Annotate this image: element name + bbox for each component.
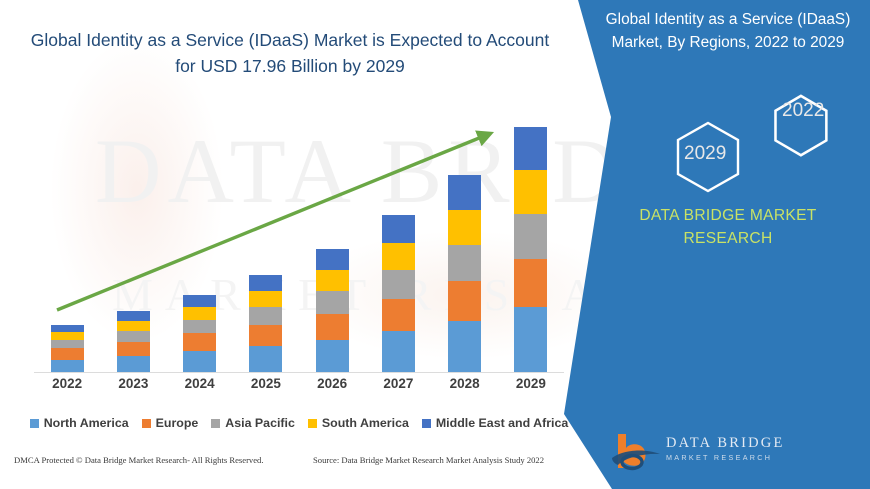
- x-label-2026: 2026: [317, 376, 348, 391]
- bar-2027: [381, 215, 415, 372]
- bar-segment-asia-pacific: [315, 291, 349, 314]
- bar-segment-europe: [448, 281, 482, 321]
- legend-swatch-icon: [29, 418, 39, 428]
- bar-segment-middle-east-and-africa: [448, 175, 482, 211]
- legend-item-middle-east-and-africa[interactable]: Middle East and Africa: [421, 416, 569, 430]
- hex-label-2029: 2029: [684, 143, 727, 164]
- bar-segment-north-america: [249, 345, 283, 372]
- footer-copyright: DMCA Protected © Data Bridge Market Rese…: [14, 455, 264, 465]
- bar-segment-middle-east-and-africa: [183, 294, 217, 308]
- bar-segment-north-america: [315, 339, 349, 372]
- legend-label: Europe: [155, 416, 199, 430]
- x-label-2023: 2023: [118, 376, 149, 391]
- legend-item-north-america[interactable]: North America: [29, 416, 129, 430]
- bar-segment-europe: [315, 313, 349, 340]
- panel-heading: Global Identity as a Service (IDaaS) Mar…: [605, 11, 851, 52]
- bar-segment-europe: [381, 298, 415, 331]
- bar-segment-north-america: [50, 359, 84, 372]
- bar-segment-europe: [249, 324, 283, 346]
- x-label-2027: 2027: [383, 376, 414, 391]
- logo-wordmark: DATA BRIDGE MARKET RESEARCH: [666, 435, 785, 463]
- bar-2023: [116, 311, 150, 372]
- bar-segment-south-america: [514, 170, 548, 215]
- bar-segment-asia-pacific: [249, 307, 283, 325]
- bar-segment-europe: [183, 333, 217, 351]
- bar-segment-asia-pacific: [50, 339, 84, 349]
- legend-label: North America: [43, 416, 129, 430]
- stacked-bar-chart: [34, 118, 564, 373]
- bar-2026: [315, 248, 349, 372]
- legend-item-europe[interactable]: Europe: [141, 416, 199, 430]
- chart-legend: North America Europe Asia Pacific South Ame…: [24, 416, 574, 430]
- bar-segment-middle-east-and-africa: [514, 126, 548, 171]
- bar-segment-middle-east-and-africa: [50, 324, 84, 333]
- bar-2022: [50, 324, 84, 372]
- logo-line-1: DATA BRIDGE: [666, 435, 785, 451]
- x-label-2025: 2025: [250, 376, 281, 391]
- brand-line-2: RESEARCH: [683, 229, 773, 247]
- x-label-2028: 2028: [449, 376, 480, 391]
- bar-segment-south-america: [249, 291, 283, 308]
- bar-2024: [183, 294, 217, 372]
- bar-segment-europe: [50, 348, 84, 360]
- bar-2028: [448, 175, 482, 372]
- legend-label: South America: [321, 416, 409, 430]
- legend-swatch-icon: [211, 418, 221, 428]
- bar-segment-south-america: [50, 332, 84, 340]
- bar-segment-asia-pacific: [448, 245, 482, 282]
- x-axis-labels: 2022 2023 2024 2025 2026 2027 2028 2029: [34, 376, 564, 398]
- bar-segment-north-america: [381, 330, 415, 372]
- bar-segment-middle-east-and-africa: [315, 248, 349, 270]
- bar-segment-asia-pacific: [514, 214, 548, 259]
- bar-segment-south-america: [116, 321, 150, 331]
- bar-segment-asia-pacific: [183, 319, 217, 334]
- x-label-2029: 2029: [515, 376, 546, 391]
- page-title: Global Identity as a Service (IDaaS) Mar…: [30, 30, 550, 76]
- bar-segment-north-america: [116, 355, 150, 372]
- logo-line-2: MARKET RESEARCH: [666, 452, 773, 462]
- bar-segment-south-america: [381, 242, 415, 270]
- company-logo: DATA BRIDGE MARKET RESEARCH: [610, 432, 820, 474]
- bar-segment-middle-east-and-africa: [381, 215, 415, 243]
- logo-mark-icon: [612, 434, 660, 471]
- x-label-2022: 2022: [52, 376, 83, 391]
- legend-item-asia-pacific[interactable]: Asia Pacific: [211, 416, 295, 430]
- bar-segment-north-america: [514, 307, 548, 372]
- legend-label: Asia Pacific: [225, 416, 295, 430]
- brand-panel: Global Identity as a Service (IDaaS) Mar…: [586, 0, 870, 489]
- bar-group: [34, 118, 564, 372]
- bar-segment-south-america: [183, 307, 217, 320]
- chart-pane: Global Identity as a Service (IDaaS) Mar…: [14, 30, 574, 465]
- bar-segment-europe: [116, 342, 150, 356]
- brand-name: DATA BRIDGE MARKET RESEARCH: [586, 205, 870, 250]
- bar-segment-middle-east-and-africa: [116, 311, 150, 322]
- bar-segment-south-america: [315, 270, 349, 292]
- bar-segment-south-america: [448, 210, 482, 246]
- x-axis-line: [34, 372, 564, 373]
- bar-segment-north-america: [183, 350, 217, 372]
- footer-source: Source: Data Bridge Market Research Mark…: [313, 455, 545, 465]
- bar-segment-asia-pacific: [381, 270, 415, 299]
- x-label-2024: 2024: [184, 376, 215, 391]
- legend-item-south-america[interactable]: South America: [307, 416, 409, 430]
- legend-swatch-icon: [141, 418, 151, 428]
- hexagon-badges: 2022 2029: [586, 86, 870, 196]
- bar-segment-middle-east-and-africa: [249, 274, 283, 292]
- bar-segment-north-america: [448, 321, 482, 372]
- bar-segment-europe: [514, 258, 548, 308]
- hex-label-2022: 2022: [782, 100, 825, 121]
- bar-2025: [249, 274, 283, 372]
- legend-swatch-icon: [421, 418, 431, 428]
- hexagon-svg: [676, 94, 828, 193]
- legend-label: Middle East and Africa: [435, 416, 569, 430]
- bar-segment-asia-pacific: [116, 330, 150, 343]
- legend-swatch-icon: [307, 418, 317, 428]
- brand-line-1: DATA BRIDGE MARKET: [639, 207, 817, 224]
- bar-2029: [514, 126, 548, 372]
